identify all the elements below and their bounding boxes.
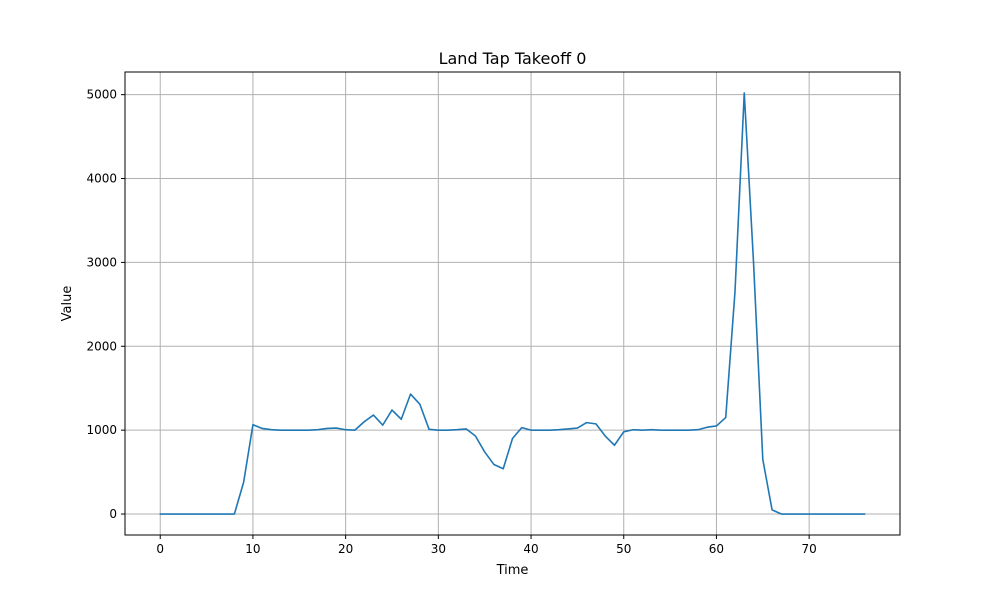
y-tick-label: 1000 [86, 423, 117, 437]
series-layer [159, 92, 866, 515]
y-tick-label: 3000 [86, 255, 117, 269]
x-tick-label: 40 [523, 542, 538, 556]
y-tick-label: 4000 [86, 172, 117, 186]
series-line-0 [159, 92, 866, 515]
x-tick-label: 10 [245, 542, 260, 556]
x-tick-label: 30 [431, 542, 446, 556]
x-tick-label: 50 [616, 542, 631, 556]
x-axis-label: Time [496, 563, 529, 578]
plot-frame [124, 71, 901, 536]
x-tick-label: 20 [338, 542, 353, 556]
x-tick-label: 60 [709, 542, 724, 556]
y-tick-label: 0 [109, 507, 117, 521]
grid [125, 72, 900, 535]
y-axis-label: Value [60, 286, 75, 322]
y-tick-label: 2000 [86, 339, 117, 353]
ticks: 0 10 20 30 40 50 60 70 0 1000 2000 3000 4000 5000 [86, 88, 816, 556]
chart-title: Land Tap Takeoff 0 [439, 49, 587, 68]
y-tick-label: 5000 [86, 88, 117, 102]
x-tick-label: 70 [802, 542, 817, 556]
x-tick-label: 0 [156, 542, 164, 556]
